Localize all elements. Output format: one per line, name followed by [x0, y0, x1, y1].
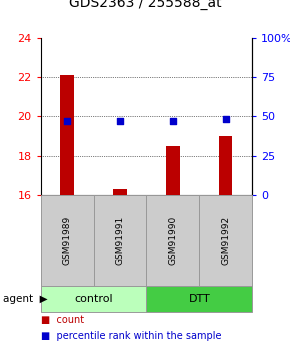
- Text: ■  percentile rank within the sample: ■ percentile rank within the sample: [41, 331, 221, 341]
- Bar: [41, 195, 93, 286]
- Text: control: control: [74, 294, 113, 304]
- Bar: [219, 136, 233, 195]
- Bar: [166, 146, 180, 195]
- Point: [118, 118, 122, 124]
- Text: GSM91992: GSM91992: [221, 216, 230, 265]
- Text: GDS2363 / 255588_at: GDS2363 / 255588_at: [69, 0, 221, 10]
- Text: GSM91990: GSM91990: [168, 216, 177, 265]
- Text: agent  ▶: agent ▶: [3, 294, 48, 304]
- Point: [65, 118, 69, 124]
- Bar: [200, 195, 252, 286]
- Point: [171, 118, 175, 124]
- Bar: [41, 286, 146, 312]
- Bar: [146, 195, 200, 286]
- Bar: [146, 286, 252, 312]
- Text: GSM91989: GSM91989: [63, 216, 72, 265]
- Bar: [93, 195, 146, 286]
- Text: GSM91991: GSM91991: [115, 216, 124, 265]
- Text: DTT: DTT: [188, 294, 210, 304]
- Text: ■  count: ■ count: [41, 315, 84, 325]
- Point: [224, 116, 228, 121]
- Bar: [113, 189, 127, 195]
- Bar: [60, 75, 74, 195]
